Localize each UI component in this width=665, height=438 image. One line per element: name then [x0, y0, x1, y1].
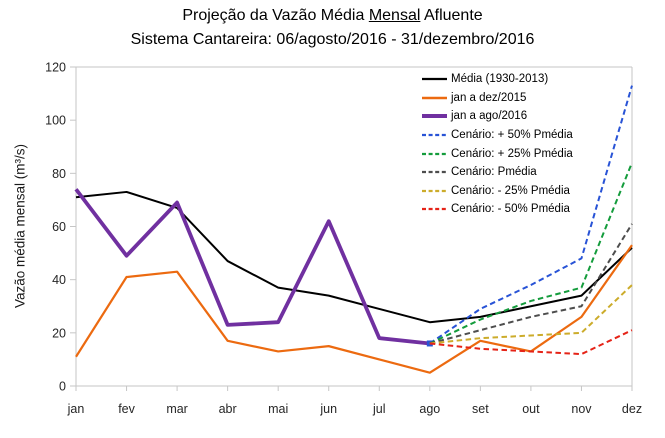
x-tick-label-fev: fev	[118, 402, 135, 416]
x-tick-label-mai: mai	[268, 402, 288, 416]
x-tick-label-abr: abr	[219, 402, 237, 416]
legend-swatch-line	[422, 152, 447, 155]
legend-item-cen-rio-pm-dia: Cenário: Pmédia	[421, 163, 573, 182]
chart-title-line1: Projeção da Vazão Média Mensal Afluente	[0, 4, 665, 28]
x-tick-label-set: set	[472, 402, 489, 416]
title-prefix: Projeção da Vazão Média	[182, 7, 369, 24]
y-tick-label: 60	[52, 220, 66, 234]
series-line-jan-a-ago-2016	[74, 188, 431, 346]
x-tick-label-mar: mar	[166, 402, 188, 416]
legend-swatch-line	[422, 171, 447, 174]
series-line-jan-a-dez-2015	[75, 244, 633, 374]
y-tick-label: 20	[52, 326, 66, 340]
y-tick-label: 100	[45, 114, 66, 128]
legend-label: Cenário: - 50% Pmédia	[451, 203, 570, 216]
legend-label: Cenário: + 25% Pmédia	[451, 147, 573, 160]
y-tick-label: 120	[45, 61, 66, 75]
series-line-cen-rio-25-pm-dia	[429, 284, 633, 345]
legend-label: Cenário: - 25% Pmédia	[451, 184, 570, 197]
legend-swatch-line	[422, 114, 447, 119]
title-suffix: Afluente	[420, 7, 483, 24]
legend-item-jan-a-ago-2016: jan a ago/2016	[421, 107, 573, 126]
x-tick-label-jan: jan	[67, 402, 85, 416]
chart-title-block: Projeção da Vazão Média Mensal Afluente …	[0, 4, 665, 52]
legend-item-cen-rio-25-pm-dia: Cenário: + 25% Pmédia	[421, 144, 573, 163]
legend-label: jan a ago/2016	[451, 110, 528, 123]
legend-label: Cenário: + 50% Pmédia	[451, 129, 573, 142]
legend-item-cen-rio-50-pm-dia: Cenário: + 50% Pmédia	[421, 126, 573, 145]
legend-label: jan a dez/2015	[451, 91, 527, 104]
chart-legend: Média (1930-2013) jan a dez/2015 jan a ago…	[421, 70, 573, 219]
legend-swatch-line	[422, 96, 447, 100]
legend-item-cen-rio-50-pm-dia: Cenário: - 50% Pmédia	[421, 200, 573, 219]
x-tick-label-out: out	[522, 402, 540, 416]
legend-label: Cenário: Pmédia	[451, 166, 537, 179]
title-underlined-word: Mensal	[368, 7, 421, 24]
legend-label: Média (1930-2013)	[451, 73, 549, 86]
legend-swatch-line	[422, 78, 447, 81]
series-line-cen-rio-50-pm-dia	[429, 329, 633, 356]
legend-item-m-dia-1930-2013: Média (1930-2013)	[421, 70, 573, 89]
legend-item-cen-rio-25-pm-dia: Cenário: - 25% Pmédia	[421, 182, 573, 201]
y-tick-label: 80	[52, 167, 66, 181]
series-line-m-dia-1930-2013	[75, 190, 633, 324]
legend-swatch-line	[422, 189, 447, 193]
x-tick-label-dez: dez	[622, 402, 642, 416]
series-line-cen-rio-25-pm-dia	[429, 162, 633, 345]
series-line-cen-rio-pm-dia	[429, 223, 633, 345]
x-tick-label-nov: nov	[571, 402, 592, 416]
chart-title-line2: Sistema Cantareira: 06/agosto/2016 - 31/…	[130, 31, 535, 48]
y-tick-label: 0	[59, 380, 66, 394]
x-tick-label-ago: ago	[419, 402, 440, 416]
legend-swatch-line	[422, 133, 447, 137]
legend-item-jan-a-dez-2015: jan a dez/2015	[421, 89, 573, 108]
y-tick-label: 40	[52, 273, 66, 287]
series-line-cen-rio-50-pm-dia	[429, 85, 633, 345]
x-tick-label-jul: jul	[372, 402, 386, 416]
legend-swatch-line	[422, 208, 447, 211]
x-tick-label-jun: jun	[319, 402, 337, 416]
